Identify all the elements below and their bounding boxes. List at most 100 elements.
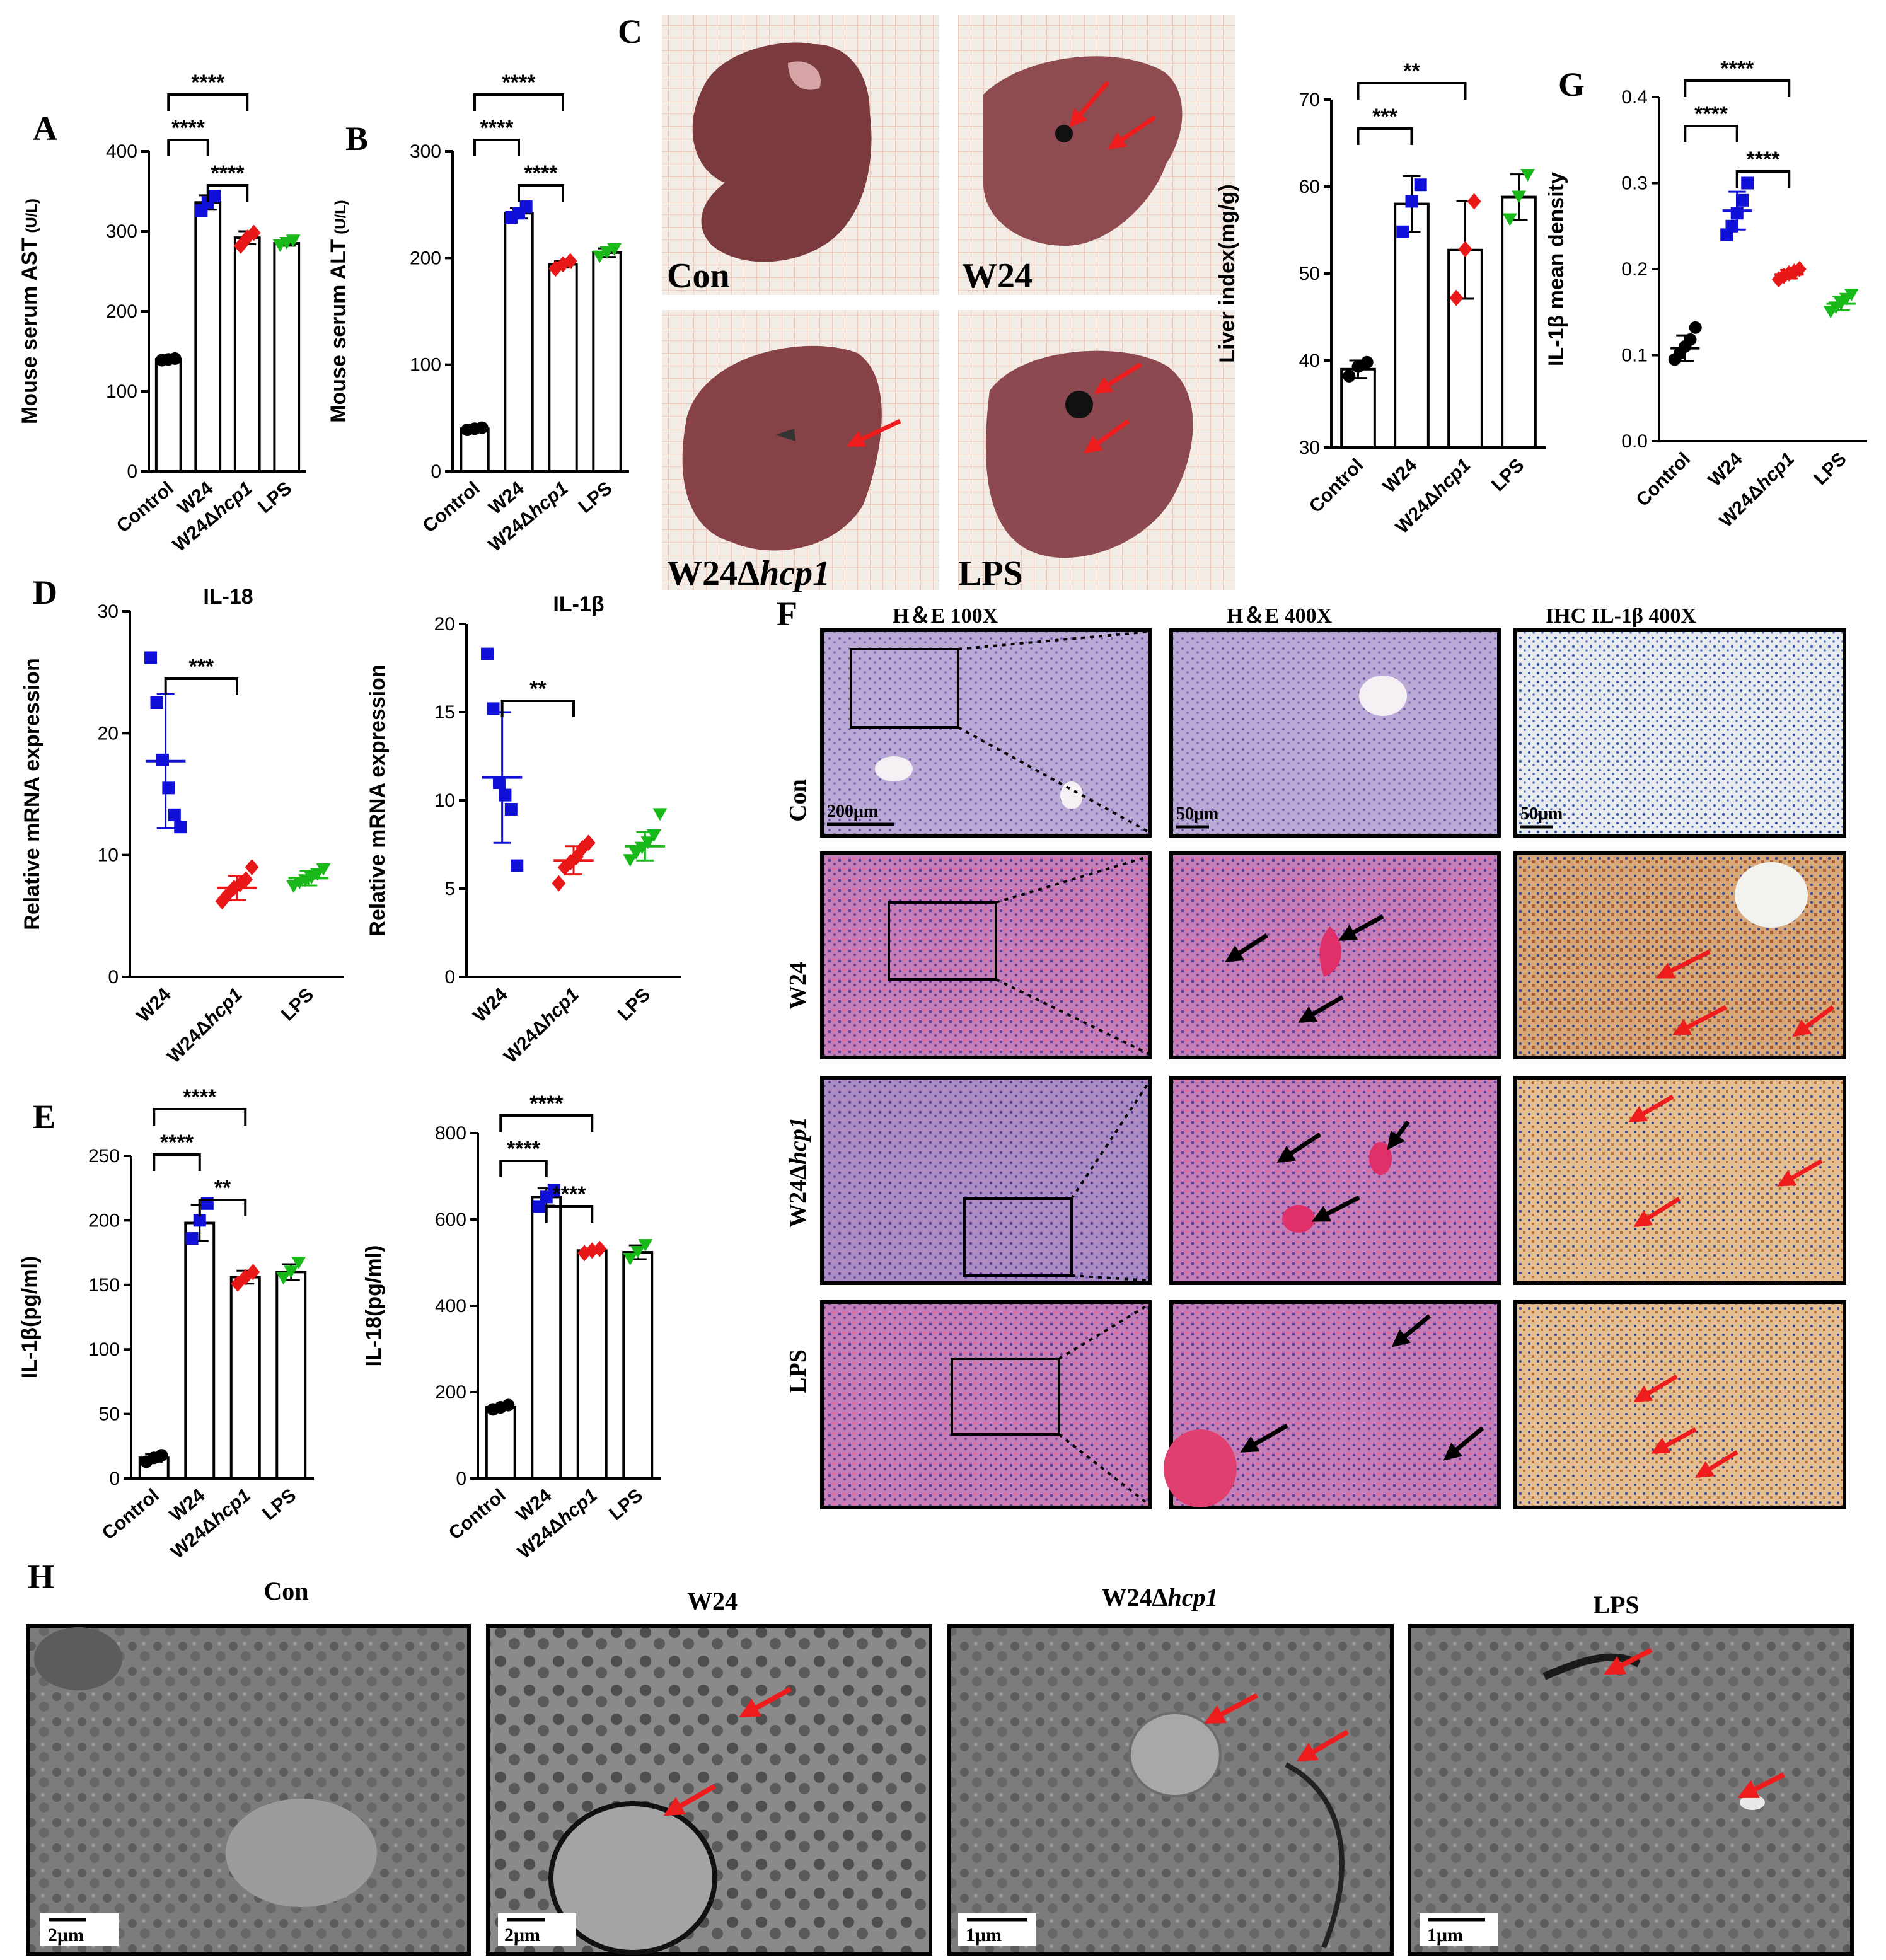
y-tick-label: 100 bbox=[106, 381, 137, 402]
data-point bbox=[155, 1449, 168, 1462]
significance-bracket: **** bbox=[473, 71, 564, 111]
y-tick-label: 200 bbox=[88, 1210, 120, 1231]
data-point bbox=[156, 753, 169, 766]
data-point bbox=[185, 1232, 199, 1245]
x-tick-label: W24 bbox=[133, 984, 175, 1026]
data-point bbox=[1467, 193, 1481, 210]
data-point bbox=[492, 776, 506, 789]
data-point bbox=[1844, 288, 1859, 301]
data-point bbox=[502, 1398, 515, 1412]
y-tick-label: 300 bbox=[410, 141, 441, 162]
chart-g: 0.0 0.1 0.2 0.3 0.4 IL-1β mean density Control… bbox=[1544, 57, 1867, 531]
y-axis-label: Mouse serum ALT(U/L) bbox=[327, 200, 350, 423]
ihc-w24hcp1 bbox=[1513, 1076, 1846, 1285]
data-point bbox=[552, 875, 566, 892]
significance-label: ** bbox=[529, 677, 547, 701]
histology-row-label: LPS bbox=[785, 1349, 811, 1393]
significance-bracket: **** bbox=[167, 71, 249, 111]
panel-letter-g: G bbox=[1558, 66, 1585, 103]
he-100x-lps bbox=[820, 1300, 1152, 1509]
bar bbox=[485, 1405, 516, 1480]
y-tick-label: 400 bbox=[106, 141, 137, 162]
y-axis-label: IL-1β(pg/ml) bbox=[18, 1256, 42, 1379]
significance-bracket: **** bbox=[167, 116, 209, 156]
x-tick-label: LPS bbox=[614, 984, 655, 1025]
y-tick-label: 0 bbox=[456, 1468, 466, 1489]
data-point bbox=[284, 1265, 299, 1279]
data-point bbox=[1730, 207, 1744, 220]
significance-label: **** bbox=[553, 1182, 587, 1206]
data-point bbox=[1360, 355, 1374, 369]
significance-label: **** bbox=[524, 161, 558, 185]
histology-row-labels: Con W24 W24Δhcp1 LPS bbox=[785, 779, 811, 1393]
significance-label: **** bbox=[211, 161, 245, 185]
significance-label: **** bbox=[171, 116, 205, 140]
y-tick-label: 30 bbox=[98, 601, 119, 622]
significance-bracket: **** bbox=[1735, 147, 1791, 188]
bar bbox=[1501, 195, 1537, 449]
data-point bbox=[1741, 176, 1754, 190]
liver-photo-con: Con bbox=[662, 15, 939, 296]
scale-bar-label: 50μm bbox=[1176, 804, 1218, 824]
data-point bbox=[475, 421, 489, 434]
y-tick-label: 400 bbox=[435, 1296, 466, 1317]
x-tick-label: Control bbox=[113, 478, 178, 537]
bar bbox=[273, 242, 301, 473]
scale-bar-label: 50μm bbox=[1520, 804, 1563, 824]
y-tick-label: 60 bbox=[1299, 176, 1320, 197]
y-tick-label: 30 bbox=[1299, 437, 1320, 458]
significance-bracket: ** bbox=[500, 677, 575, 717]
y-tick-label: 600 bbox=[435, 1209, 466, 1230]
x-tick-label: LPS bbox=[605, 1485, 647, 1525]
liver-photo-lps: LPS bbox=[958, 310, 1235, 593]
bar bbox=[229, 1276, 261, 1480]
data-point bbox=[532, 1200, 545, 1213]
significance-label: **** bbox=[1747, 147, 1781, 171]
data-point bbox=[1725, 219, 1738, 233]
scale-bar-label: 1μm bbox=[966, 1925, 1002, 1946]
data-point bbox=[1396, 225, 1409, 238]
tem-image-lps: 1μm bbox=[1408, 1624, 1854, 1956]
significance-label: *** bbox=[1372, 105, 1397, 129]
data-point bbox=[1792, 261, 1807, 277]
significance-label: *** bbox=[188, 655, 214, 679]
scale-bar-label: 200μm bbox=[827, 802, 878, 821]
bar bbox=[1340, 367, 1376, 449]
data-point bbox=[563, 253, 577, 270]
data-point bbox=[593, 1240, 607, 1257]
he-100x-w24hcp1 bbox=[820, 1076, 1152, 1285]
y-tick-label: 0.3 bbox=[1621, 173, 1648, 194]
data-point bbox=[607, 243, 622, 256]
he-100x-con bbox=[820, 628, 1152, 838]
ihc-con bbox=[1513, 628, 1846, 838]
bar bbox=[275, 1271, 307, 1480]
y-tick-label: 0 bbox=[444, 967, 455, 988]
data-point bbox=[504, 803, 518, 816]
data-point bbox=[246, 1264, 260, 1281]
histology-row-label: W24Δhcp1 bbox=[785, 1117, 811, 1228]
x-tick-label: Control bbox=[445, 1485, 510, 1544]
y-tick-label: 5 bbox=[444, 879, 455, 899]
liver-photos: Con W24 W24Δhcp1 LPS bbox=[662, 15, 1235, 593]
significance-label: ** bbox=[214, 1176, 231, 1200]
x-tick-label: W24 bbox=[470, 984, 512, 1026]
data-point bbox=[581, 834, 596, 851]
y-tick-label: 40 bbox=[1299, 350, 1320, 371]
y-tick-label: 150 bbox=[88, 1275, 120, 1296]
data-point bbox=[1458, 241, 1472, 258]
liver-photo-label: W24Δhcp1 bbox=[667, 554, 830, 593]
y-tick-label: 800 bbox=[435, 1123, 466, 1144]
data-point bbox=[144, 651, 158, 664]
data-point bbox=[162, 781, 175, 795]
significance-label: **** bbox=[480, 116, 514, 140]
tem-title: W24Δhcp1 bbox=[1101, 1583, 1218, 1611]
liver-photo-w24: W24 bbox=[958, 15, 1235, 296]
y-axis-label: Relative mRNA expression bbox=[366, 664, 390, 936]
x-tick-label: LPS bbox=[258, 1485, 300, 1525]
scale-bar-label: 2μm bbox=[504, 1925, 540, 1946]
significance-bracket: **** bbox=[499, 1092, 594, 1132]
data-point bbox=[150, 696, 163, 709]
